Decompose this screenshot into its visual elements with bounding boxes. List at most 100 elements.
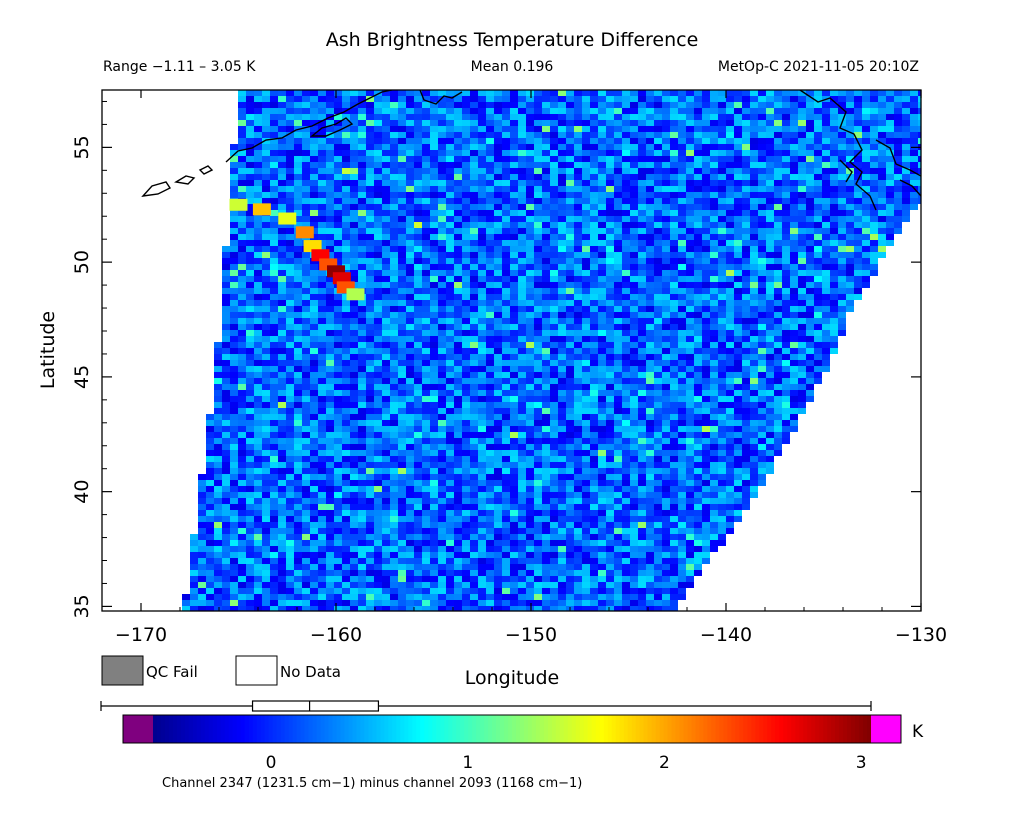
swath-cell (462, 282, 470, 288)
swath-cell (222, 270, 230, 276)
swath-cell (358, 372, 366, 378)
swath-cell (678, 426, 686, 432)
swath-cell (630, 144, 638, 150)
swath-cell (302, 264, 310, 270)
swath-cell (590, 444, 598, 450)
swath-cell (622, 240, 630, 246)
swath-cell (814, 324, 822, 330)
swath-cell (758, 96, 766, 102)
swath-cell (390, 378, 398, 384)
swath-cell (286, 390, 294, 396)
swath-cell (294, 102, 302, 108)
swath-cell (430, 174, 438, 180)
swath-cell (638, 354, 646, 360)
swath-cell (790, 408, 798, 414)
swath-cell (550, 336, 558, 342)
swath-cell (446, 102, 454, 108)
swath-cell (510, 444, 518, 450)
swath-cell (638, 192, 646, 198)
swath-cell (462, 354, 470, 360)
swath-cell (494, 102, 502, 108)
swath-cell (254, 384, 262, 390)
swath-cell (302, 438, 310, 444)
swath-cell (438, 192, 446, 198)
swath-cell (406, 444, 414, 450)
swath-cell (342, 180, 350, 186)
swath-cell (230, 354, 238, 360)
swath-cell (486, 432, 494, 438)
swath-cell (822, 90, 830, 96)
swath-cell (318, 378, 326, 384)
swath-cell (646, 162, 654, 168)
swath-cell (662, 186, 670, 192)
swath-cell (518, 90, 526, 96)
swath-cell (478, 252, 486, 258)
swath-cell (534, 96, 542, 102)
swath-cell (758, 282, 766, 288)
swath-cell (710, 270, 718, 276)
swath-cell (702, 234, 710, 240)
swath-cell (814, 102, 822, 108)
swath-cell (374, 444, 382, 450)
swath-cell (406, 150, 414, 156)
swath-cell (854, 156, 862, 162)
swath-cell (654, 108, 662, 114)
swath-cell (830, 324, 838, 330)
swath-cell (822, 288, 830, 294)
swath-cell (638, 444, 646, 450)
swath-cell (766, 348, 774, 354)
swath-cell (270, 102, 278, 108)
swath-cell (358, 138, 366, 144)
swath-cell (590, 276, 598, 282)
swath-cell (518, 174, 526, 180)
swath-cell (814, 246, 822, 252)
swath-cell (214, 390, 222, 396)
swath-cell (358, 234, 366, 240)
swath-cell (766, 192, 774, 198)
swath-cell (446, 96, 454, 102)
swath-cell (886, 228, 894, 234)
swath-cell (494, 408, 502, 414)
swath-cell (406, 168, 414, 174)
swath-cell (422, 186, 430, 192)
swath-cell (486, 342, 494, 348)
swath-cell (782, 120, 790, 126)
swath-cell (758, 240, 766, 246)
swath-cell (310, 396, 318, 402)
swath-cell (606, 222, 614, 228)
swath-cell (798, 240, 806, 246)
swath-cell (326, 102, 334, 108)
swath-cell (726, 90, 734, 96)
swath-cell (534, 174, 542, 180)
swath-cell (670, 288, 678, 294)
swath-cell (502, 270, 510, 276)
swath-cell (774, 426, 782, 432)
swath-cell (390, 120, 398, 126)
swath-cell (894, 210, 902, 216)
swath-cell (438, 384, 446, 390)
swath-cell (718, 366, 726, 372)
swath-cell (894, 198, 902, 204)
swath-cell (534, 246, 542, 252)
swath-cell (270, 384, 278, 390)
swath-cell (550, 126, 558, 132)
swath-cell (278, 288, 286, 294)
swath-cell (590, 204, 598, 210)
swath-cell (534, 450, 542, 456)
swath-cell (710, 360, 718, 366)
swath-cell (638, 174, 646, 180)
swath-cell (278, 180, 286, 186)
swath-cell (662, 180, 670, 186)
swath-cell (446, 216, 454, 222)
swath-cell (294, 216, 302, 222)
swath-cell (614, 420, 622, 426)
swath-cell (478, 444, 486, 450)
swath-cell (566, 336, 574, 342)
swath-cell (334, 258, 342, 264)
swath-cell (454, 438, 462, 444)
swath-cell (270, 282, 278, 288)
swath-cell (358, 390, 366, 396)
swath-cell (318, 270, 326, 276)
swath-cell (734, 180, 742, 186)
swath-cell (446, 438, 454, 444)
